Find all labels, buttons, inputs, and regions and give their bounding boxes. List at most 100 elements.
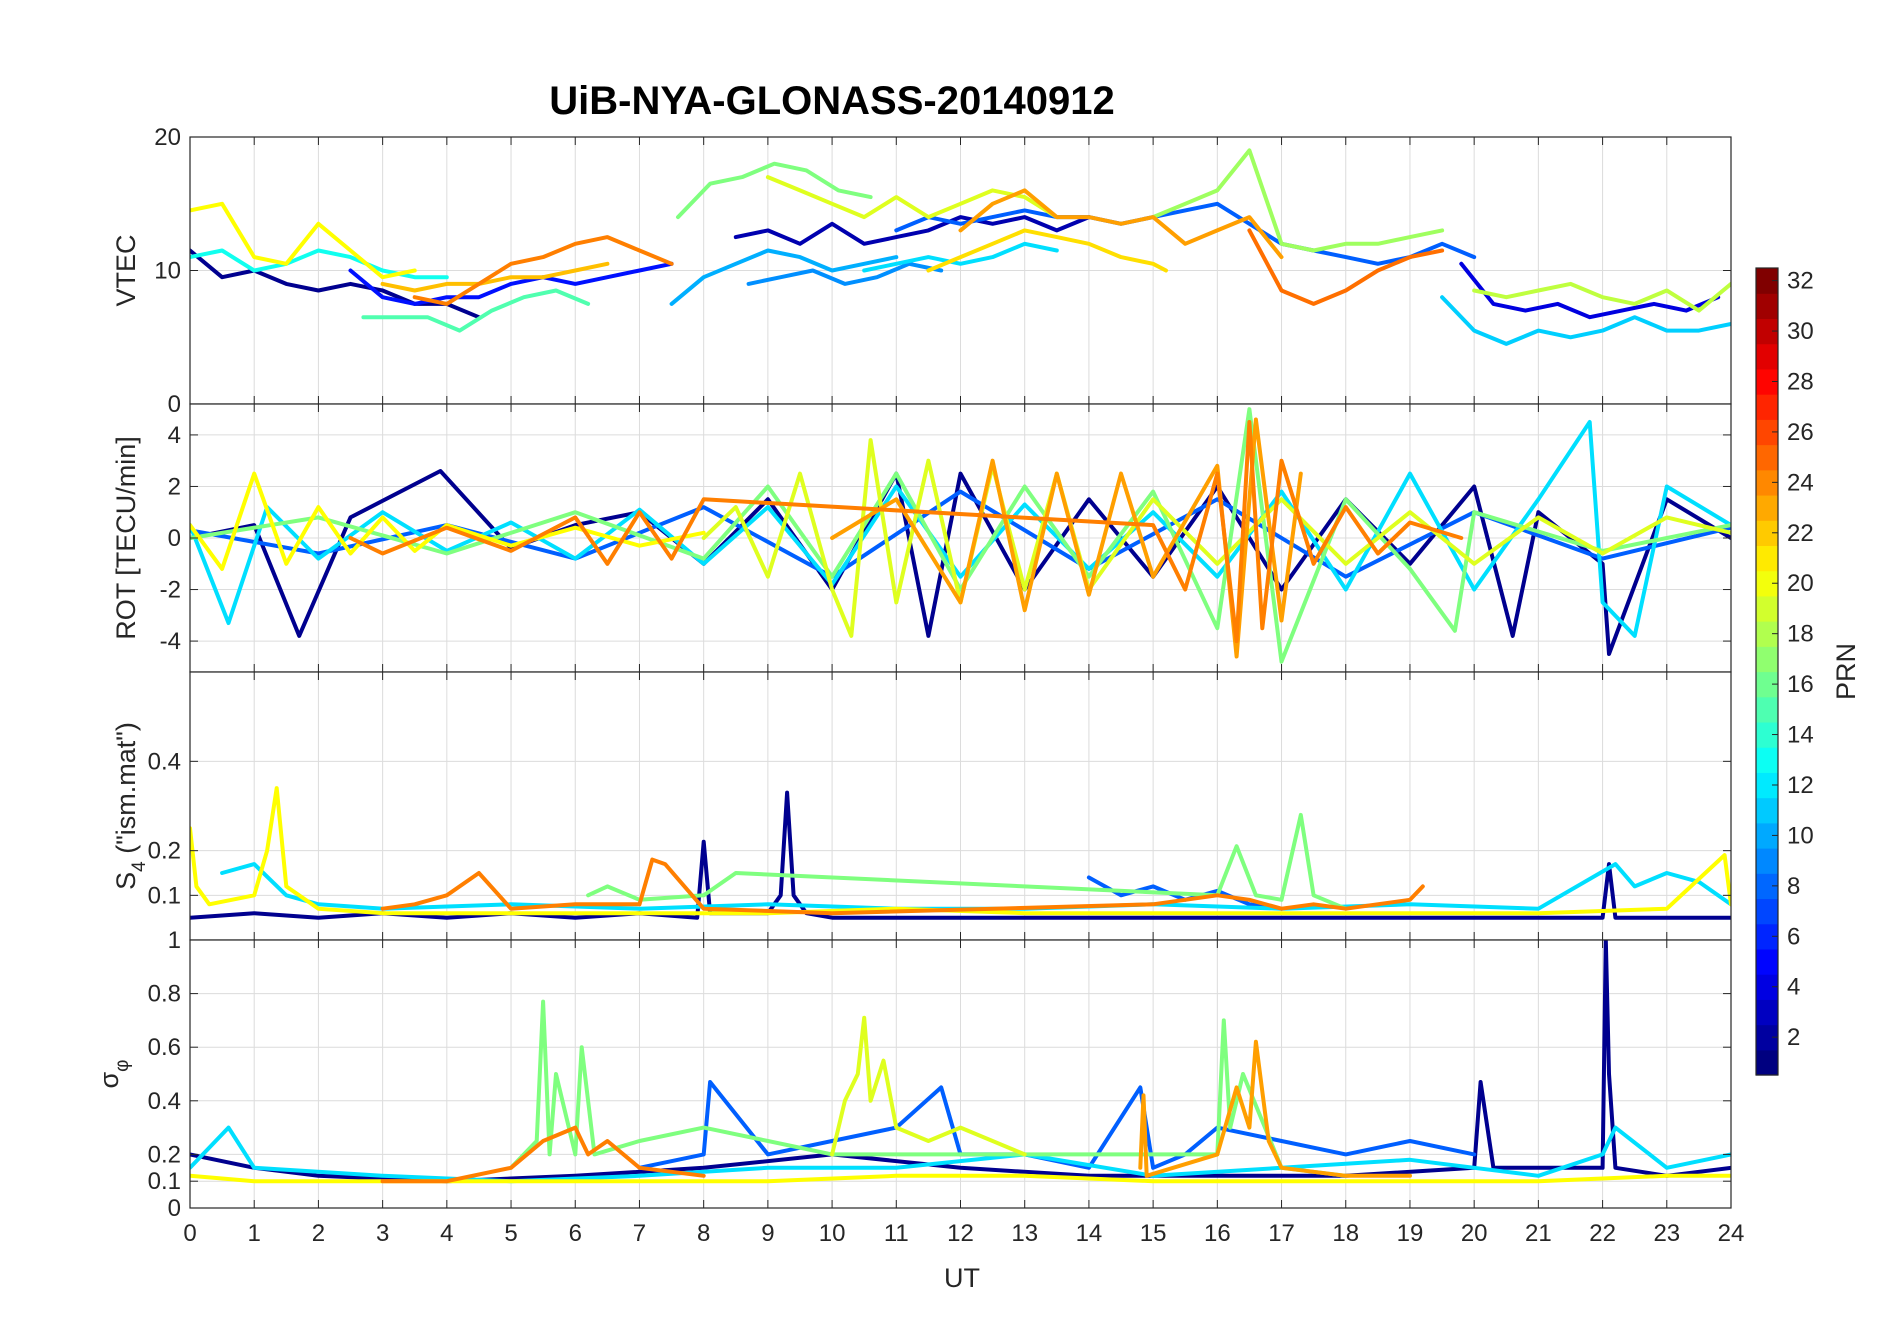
x-tick-label: 24 <box>1718 1220 1745 1247</box>
x-tick-labels: 0 1 2 3 4 5 6 7 8 9 10 11 12 13 14 15 16 17 18 19 20 21 22 23 24 <box>183 1220 1744 1247</box>
series-line-prn-4 <box>348 261 674 306</box>
colorbar-segment <box>1756 848 1778 874</box>
colorbar-segment <box>1756 621 1778 647</box>
series-line-prn-11 <box>1440 295 1731 346</box>
colorbar-segment <box>1756 974 1778 1000</box>
y-tick-label: 4 <box>168 422 181 449</box>
y-tick-label: 20 <box>154 124 181 151</box>
colorbar-segment <box>1756 671 1778 698</box>
y-tick-label: 0.4 <box>148 1088 181 1115</box>
series-line-prn-1 <box>190 790 1731 920</box>
y-tick-label: 0 <box>168 525 181 552</box>
series-line-prn-21 <box>926 228 1168 273</box>
x-tick-label: 18 <box>1332 1220 1359 1247</box>
x-tick-label: 19 <box>1397 1220 1424 1247</box>
x-tick-label: 8 <box>697 1220 710 1247</box>
y-tick-label: 0.4 <box>148 748 181 775</box>
colorbar-tick-label: 28 <box>1787 368 1814 395</box>
x-tick-label: 3 <box>376 1220 389 1247</box>
y-axis-label: σφ <box>94 1060 133 1089</box>
series-line-prn-12 <box>862 241 1059 273</box>
y-axis-label-subscript: 4 <box>129 861 150 872</box>
y-tick-label: 10 <box>154 258 181 285</box>
colorbar-segment <box>1756 923 1778 950</box>
series-line-prn-15 <box>361 288 591 333</box>
series-line-prn-13 <box>190 248 449 280</box>
colorbar-label: PRN <box>1831 643 1861 700</box>
y-axis-label: VTEC <box>111 234 141 306</box>
y-tick-label: 0.2 <box>148 1141 181 1168</box>
y-tick-label: 0 <box>168 391 181 418</box>
colorbar-segment <box>1756 646 1778 673</box>
colorbar-tick-label: 24 <box>1787 469 1814 496</box>
series-line-prn-24 <box>380 1125 706 1184</box>
series-line-prn-19 <box>765 175 1059 220</box>
colorbar-tick-label: 32 <box>1787 268 1814 295</box>
series-line-prn-16 <box>676 161 873 220</box>
chart-title: UiB-NYA-GLONASS-20140912 <box>549 79 1114 123</box>
y-tick-label: 0.1 <box>148 882 181 909</box>
series-line-prn-7 <box>894 201 1477 266</box>
x-tick-label: 12 <box>947 1220 974 1247</box>
x-tick-label: 9 <box>761 1220 774 1247</box>
series-line-prn-17 <box>1151 148 1445 253</box>
y-tick-label: -4 <box>160 628 181 655</box>
series-group <box>190 786 1731 920</box>
colorbar-segment <box>1756 595 1778 622</box>
colorbar-segment <box>1756 822 1778 849</box>
panel-sigma_phi: 00.10.2 0.4 0.6 0.8 1 σφ <box>94 927 1732 1222</box>
x-tick-label: 10 <box>819 1220 846 1247</box>
colorbar-segment <box>1756 999 1778 1026</box>
x-tick-label: 14 <box>1076 1220 1103 1247</box>
panel-vtec: 0 10 20 VTEC <box>111 124 1732 418</box>
series-line-prn-2 <box>733 215 1091 246</box>
y-axis-label-main: σ <box>94 1072 124 1089</box>
x-tick-label: 17 <box>1268 1220 1295 1247</box>
panel-s4: 0.10.20.4S4 ("ism.mat") <box>111 671 1732 941</box>
y-tick-label: 0.2 <box>148 838 181 865</box>
colorbar-frame <box>1755 267 1779 1076</box>
colorbar-segment <box>1756 797 1778 824</box>
colorbar-segment <box>1756 721 1778 748</box>
y-axis-label-main: S <box>111 872 141 890</box>
y-axis-label: ROT [TECU/min] <box>111 436 141 640</box>
y-tick-label: 0.6 <box>148 1034 181 1061</box>
colorbar-tick-label: 8 <box>1787 873 1800 900</box>
colorbar-segment <box>1756 696 1778 723</box>
colorbar-tick-label: 2 <box>1787 1024 1800 1051</box>
colorbar-segment <box>1756 394 1778 420</box>
colorbar-tick-label: 6 <box>1787 923 1800 950</box>
x-tick-label: 7 <box>633 1220 646 1247</box>
series-line-prn-24 <box>412 235 674 306</box>
x-tick-label: 22 <box>1589 1220 1616 1247</box>
y-tick-label: -2 <box>160 577 181 604</box>
colorbar-tick-label: 20 <box>1787 570 1814 597</box>
x-tick-label: 4 <box>440 1220 453 1247</box>
series-line-prn-18 <box>1472 281 1731 313</box>
colorbar-segment <box>1756 570 1778 597</box>
colorbar-tick-label: 22 <box>1787 520 1814 547</box>
series-line-prn-16 <box>509 999 1348 1178</box>
colorbar-segment <box>1756 520 1778 547</box>
colorbar-segment <box>1756 545 1778 572</box>
series-line-prn-16 <box>586 812 1348 911</box>
series-line-prn-20 <box>190 471 706 571</box>
x-tick-label: 13 <box>1011 1220 1038 1247</box>
y-tick-label: 0 <box>168 1195 181 1222</box>
y-tick-label: 0.1 <box>148 1168 181 1195</box>
colorbar-tick-label: 10 <box>1787 822 1814 849</box>
series-line-prn-1 <box>190 469 1731 656</box>
x-tick-label: 20 <box>1461 1220 1488 1247</box>
colorbar-tick-label: 26 <box>1787 419 1814 446</box>
colorbar-tick-label: 30 <box>1787 318 1814 345</box>
colorbar-tick-label: 18 <box>1787 621 1814 648</box>
series-line-prn-3 <box>1459 261 1721 320</box>
x-tick-label: 16 <box>1204 1220 1231 1247</box>
series-line-prn-24 <box>1247 228 1445 306</box>
series-line-prn-16 <box>190 407 1731 664</box>
y-tick-label: 2 <box>168 473 181 500</box>
colorbar-segment <box>1756 444 1778 471</box>
x-tick-label: 21 <box>1525 1220 1552 1247</box>
